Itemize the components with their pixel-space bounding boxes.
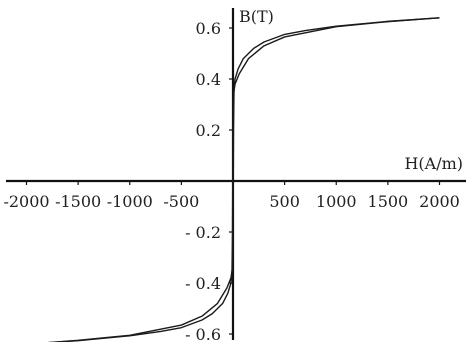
x-tick-label: -1500 bbox=[55, 192, 101, 211]
x-axis-label: H(A/m) bbox=[404, 154, 463, 173]
y-tick-label: - 0.4 bbox=[185, 274, 221, 293]
x-tick-label: -2000 bbox=[3, 192, 49, 211]
y-tick-label: - 0.6 bbox=[185, 325, 221, 342]
x-tick-label: 1500 bbox=[368, 192, 409, 211]
x-tick-label: -500 bbox=[163, 192, 199, 211]
y-tick-label: 0.2 bbox=[196, 121, 221, 140]
y-tick-label: 0.6 bbox=[196, 19, 221, 38]
x-tick-label: -1000 bbox=[107, 192, 153, 211]
x-ticks: -2000 -1500 -1000 -500 500 1000 1500 2000 bbox=[3, 181, 460, 211]
hysteresis-branch-line-2 bbox=[48, 17, 440, 342]
y-tick-label: 0.4 bbox=[196, 70, 221, 89]
y-tick-label: - 0.2 bbox=[185, 223, 221, 242]
x-tick-label: 2000 bbox=[419, 192, 460, 211]
x-tick-label: 500 bbox=[269, 192, 300, 211]
y-ticks: 0.6 0.4 0.2 - 0.2 - 0.4 - 0.6 bbox=[185, 19, 233, 342]
y-axis-label: B(T) bbox=[239, 7, 274, 26]
x-tick-label: 1000 bbox=[316, 192, 357, 211]
series-layer bbox=[46, 17, 440, 342]
